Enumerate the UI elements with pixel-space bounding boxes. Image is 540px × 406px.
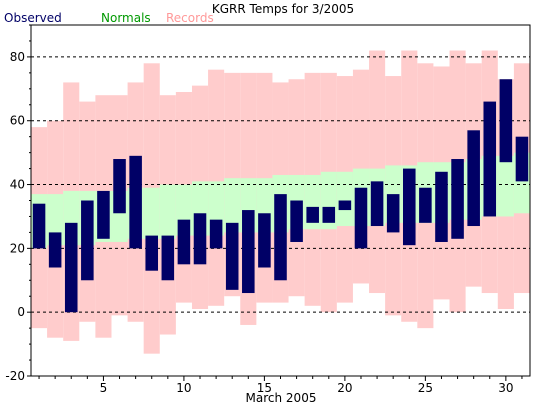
observed-bar-day-9 <box>161 235 175 281</box>
observed-bar-day-1 <box>32 203 46 249</box>
x-tick-label-25: 25 <box>418 381 433 395</box>
x-tick-label-20: 20 <box>337 381 352 395</box>
legend-records: Records <box>166 11 214 25</box>
x-tick-label-15: 15 <box>257 381 272 395</box>
x-tick-label-5: 5 <box>100 381 108 395</box>
observed-bar-day-26 <box>435 171 448 242</box>
observed-bar-day-15 <box>258 213 271 268</box>
observed-bar-day-4 <box>81 200 94 281</box>
observed-bar-day-29 <box>483 101 497 217</box>
normals-band-day-13 <box>224 178 241 233</box>
observed-bar-day-19 <box>322 206 336 223</box>
observed-bar-day-8 <box>145 235 159 271</box>
y-tick-label-60: 60 <box>10 114 25 128</box>
observed-bar-day-25 <box>419 187 432 223</box>
observed-bar-day-11 <box>193 213 207 265</box>
observed-bar-day-10 <box>177 219 191 265</box>
x-axis-label: March 2005 <box>246 391 317 405</box>
observed-bar-day-21 <box>354 187 368 249</box>
y-tick-label-0: 0 <box>17 305 25 319</box>
plot-frame <box>30 24 531 377</box>
plot-area <box>31 50 530 354</box>
normals-band-day-9 <box>159 184 176 239</box>
observed-bar-day-16 <box>274 194 287 281</box>
legend-normals: Normals <box>101 11 151 25</box>
y-axis: -20 0 20 40 60 80 <box>5 24 31 383</box>
observed-bar-day-14 <box>242 210 255 294</box>
legend-observed: Observed <box>4 11 62 25</box>
y-tick-label--20: -20 <box>5 369 25 383</box>
x-tick-label-30: 30 <box>498 381 513 395</box>
observed-bar-day-13 <box>225 222 239 290</box>
legend: Observed Normals Records <box>4 11 214 25</box>
observed-bar-day-2 <box>48 232 62 268</box>
observed-bar-day-28 <box>467 130 480 227</box>
observed-bar-day-5 <box>97 190 110 239</box>
observed-bar-day-31 <box>515 136 529 182</box>
y-tick-label-20: 20 <box>10 241 25 255</box>
observed-bar-day-6 <box>113 159 126 214</box>
x-tick-label-10: 10 <box>176 381 191 395</box>
observed-bar-day-24 <box>402 168 416 246</box>
observed-bar-day-17 <box>290 200 303 242</box>
observed-bar-day-12 <box>209 219 223 249</box>
normals-band-day-8 <box>143 187 160 239</box>
y-tick-label-80: 80 <box>10 50 25 64</box>
observed-bar-day-18 <box>306 206 319 223</box>
observed-bar-day-22 <box>370 181 384 227</box>
y-tick-label-40: 40 <box>10 178 25 192</box>
chart-title: KGRR Temps for 3/2005 <box>212 2 354 16</box>
observed-bar-day-27 <box>451 159 464 239</box>
observed-bar-day-23 <box>386 194 400 233</box>
observed-bar-day-3 <box>64 222 78 313</box>
normals-band-day-30 <box>497 155 514 217</box>
observed-bar-day-7 <box>129 155 142 249</box>
normals-band-day-20 <box>336 171 353 227</box>
observed-bar-day-20 <box>338 200 352 211</box>
observed-bar-day-30 <box>499 79 513 163</box>
